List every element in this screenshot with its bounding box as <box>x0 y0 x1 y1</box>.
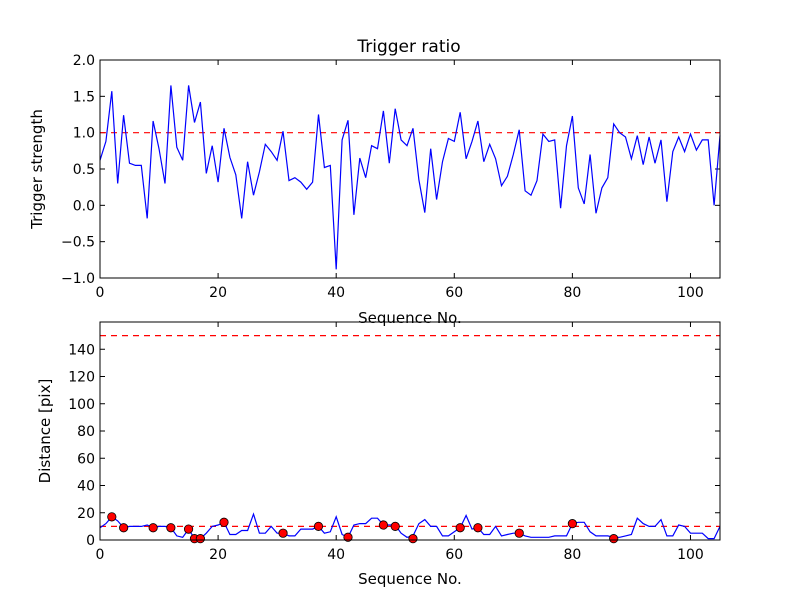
distance-chart: 0 20 40 60 80 100 0 20 40 60 80 100 120 140 Sequence … <box>36 321 721 588</box>
plot-frame <box>99 321 721 541</box>
y-tick-label: 140 <box>68 342 95 358</box>
x-axis-label: Sequence No. <box>358 570 462 588</box>
y-tick-label: 0.0 <box>73 198 95 214</box>
trigger-point <box>166 523 176 533</box>
plot-frame <box>99 59 721 279</box>
trigger-point <box>148 523 158 533</box>
trigger-point <box>455 523 465 533</box>
x-tick-label: 40 <box>327 285 345 301</box>
trigger-point <box>313 521 324 531</box>
trigger-point <box>408 534 418 544</box>
x-tick-label: 60 <box>445 547 463 563</box>
y-tick-label: 20 <box>77 506 95 522</box>
trigger-point <box>119 523 129 533</box>
x-tick-label: 60 <box>445 285 463 301</box>
trigger-point <box>514 528 524 538</box>
y-tick-label: 120 <box>68 370 95 386</box>
trigger-point <box>609 534 619 544</box>
y-tick-label: −1.0 <box>61 271 95 287</box>
x-tick-label: 80 <box>563 547 581 563</box>
x-tick-label: 20 <box>209 547 227 563</box>
y-tick-label: 80 <box>77 424 95 440</box>
series-line <box>99 85 721 270</box>
trigger-point <box>343 532 353 542</box>
y-axis-label: Trigger strength <box>28 109 46 230</box>
y-tick-label: 40 <box>77 479 95 495</box>
x-axis-label: Sequence No. <box>358 309 462 327</box>
x-tick-label: 0 <box>96 285 105 301</box>
chart-title: Trigger ratio <box>356 37 460 57</box>
trigger-point <box>107 512 117 522</box>
trigger-ratio-chart: Trigger ratio 0 20 40 60 80 100 −1.0 −0.5 0.0 0.5… <box>28 37 721 327</box>
x-tick-label: 80 <box>563 285 581 301</box>
trigger-point <box>567 519 577 529</box>
y-tick-label: −0.5 <box>61 235 95 251</box>
y-tick-label: 60 <box>77 451 95 467</box>
trigger-point <box>219 517 229 527</box>
x-tick-label: 20 <box>209 285 227 301</box>
x-tick-label: 100 <box>677 547 704 563</box>
y-tick-label: 0 <box>86 533 95 549</box>
trigger-point <box>390 521 400 531</box>
x-tick-label: 100 <box>677 285 704 301</box>
x-tick-label: 0 <box>96 547 105 563</box>
trigger-point <box>473 523 483 533</box>
trigger-point <box>183 524 194 534</box>
y-tick-label: 100 <box>68 397 95 413</box>
y-tick-label: 1.5 <box>73 89 95 105</box>
trigger-point <box>378 520 389 530</box>
y-axis-label: Distance [pix] <box>36 379 54 484</box>
trigger-point <box>278 528 288 538</box>
y-tick-label: 0.5 <box>73 162 95 178</box>
x-tick-label: 40 <box>327 547 345 563</box>
y-tick-label: 1.0 <box>73 126 95 142</box>
y-tick-label: 2.0 <box>73 53 95 69</box>
trigger-point <box>195 534 205 544</box>
